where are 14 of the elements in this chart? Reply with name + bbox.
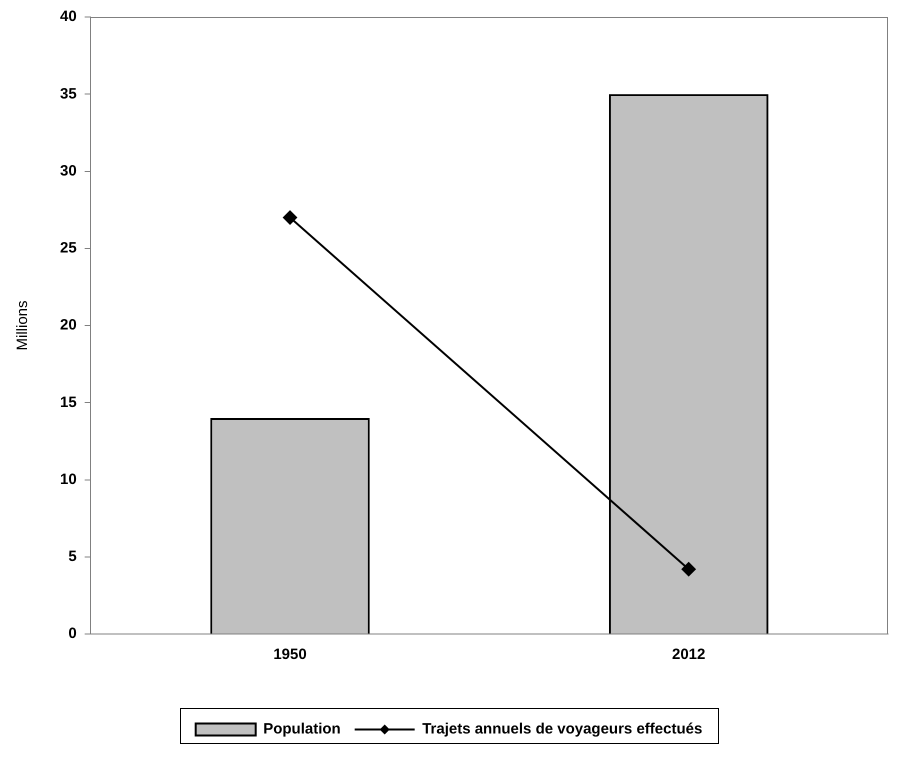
- y-tick-label: 15: [60, 394, 77, 411]
- x-tick-label: 2012: [672, 646, 706, 664]
- y-tick-label: 30: [60, 162, 77, 180]
- legend-label: Population: [263, 720, 341, 738]
- legend-label: Trajets annuels de voyageurs effectués: [422, 720, 702, 738]
- y-tick-label: 10: [60, 470, 77, 488]
- y-tick-label: 20: [60, 316, 77, 334]
- y-tick-label: 40: [60, 8, 77, 26]
- y-tick-label: 25: [60, 240, 77, 257]
- x-tick-label: 1950: [273, 646, 307, 664]
- y-tick-label: 0: [68, 625, 77, 642]
- y-axis-title: Millions: [14, 300, 32, 351]
- y-tick-label: 5: [68, 548, 77, 566]
- y-tick-label: 35: [60, 85, 77, 102]
